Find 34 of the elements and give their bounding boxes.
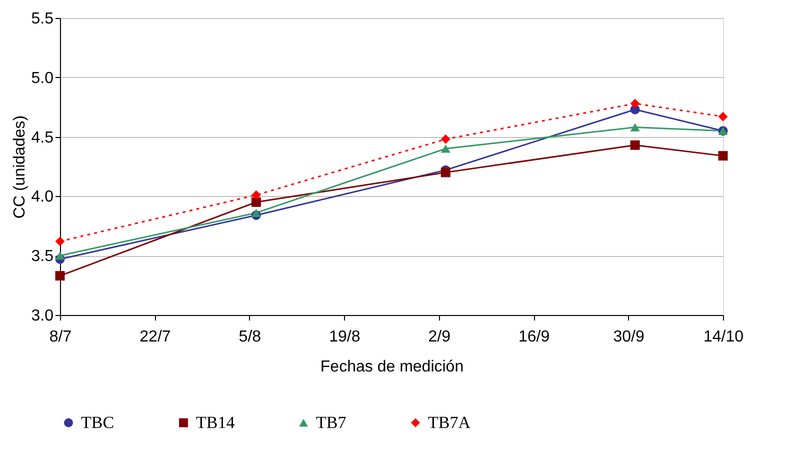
legend-label: TB7A: [428, 412, 472, 432]
point: [251, 208, 261, 217]
legend-label: TB7: [316, 412, 347, 432]
y-tick-label: 5.0: [31, 70, 54, 87]
point: [440, 168, 450, 178]
point: [251, 197, 261, 207]
point: [55, 251, 65, 260]
x-tick-label: 2/9: [428, 328, 451, 346]
point: [440, 144, 450, 153]
point: [55, 271, 65, 281]
x-tick-label: 8/7: [49, 328, 72, 346]
point: [718, 112, 728, 122]
point: [440, 134, 450, 144]
x-tick-label: 22/7: [140, 328, 171, 346]
point: [630, 123, 640, 132]
y-tick-label: 4.5: [31, 129, 54, 146]
x-tick-label: 19/8: [329, 328, 360, 346]
point: [55, 236, 65, 246]
point: [630, 140, 640, 150]
x-tick-label: 5/8: [238, 328, 262, 346]
point: [718, 151, 728, 161]
x-tick-label: 30/9: [613, 328, 644, 346]
y-tick-label: 3.5: [31, 248, 54, 266]
y-axis-title: CC (unidades): [11, 115, 28, 219]
point: [251, 190, 261, 200]
legend-label: TB14: [196, 412, 236, 432]
x-tick-label: 14/10: [703, 328, 744, 346]
y-tick-label: 5.5: [31, 10, 54, 28]
y-tick-label: 3.0: [31, 308, 54, 324]
x-axis-title: Fechas de medición: [320, 358, 464, 376]
point: [630, 98, 640, 108]
x-tick-label: 16/9: [518, 328, 550, 346]
y-tick-label: 4.0: [31, 188, 54, 206]
legend-label: TBC: [81, 412, 114, 432]
